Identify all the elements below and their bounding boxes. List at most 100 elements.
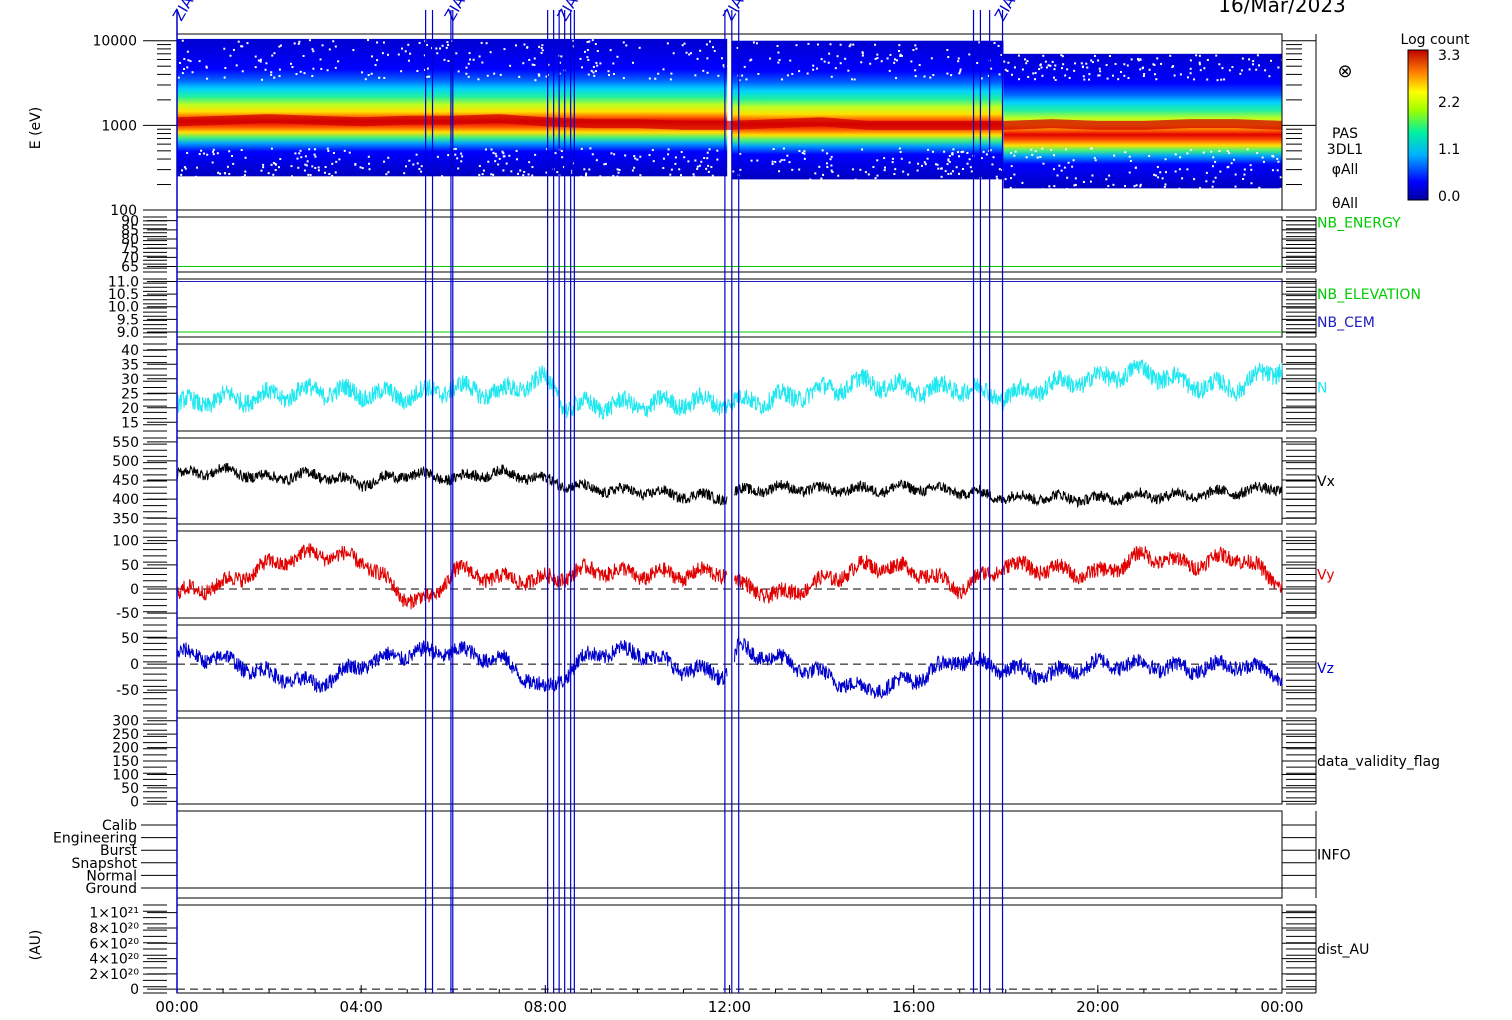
spectrogram-speckle <box>254 66 257 69</box>
vy-series <box>176 543 1283 610</box>
validity-frame <box>176 717 1283 805</box>
spectrogram-speckle <box>706 151 709 154</box>
spectrogram-speckle <box>426 75 429 78</box>
spectrogram-speckle <box>902 170 905 173</box>
vz-side-label: Vz <box>1317 661 1334 677</box>
spectrogram-speckle <box>1163 185 1166 188</box>
spectrogram-speckle <box>779 160 782 163</box>
spectrogram-speckle <box>332 40 335 43</box>
spectrogram-speckle <box>224 172 227 175</box>
spectrogram-speckle <box>1211 165 1214 168</box>
spectrogram-speckle <box>1013 173 1016 176</box>
spectrogram-speckle <box>962 150 965 153</box>
spectrogram-speckle <box>1139 58 1142 61</box>
spectrogram-speckle <box>271 54 274 57</box>
spectrogram-speckle <box>243 174 246 177</box>
spectrogram-speckle <box>710 166 713 169</box>
spectrogram-speckle <box>1083 78 1086 81</box>
spectrogram-speckle <box>907 173 910 176</box>
spectrogram-speckle <box>191 71 194 74</box>
spectrogram-speckle <box>1241 57 1244 60</box>
spectrogram-speckle <box>303 169 306 172</box>
spectrogram-speckle <box>947 173 950 176</box>
spectrogram-speckle <box>1227 165 1230 168</box>
spectrogram-speckle <box>982 150 985 153</box>
spectrogram-speckle <box>631 61 634 64</box>
spectrogram-speckle <box>791 72 794 75</box>
spectrogram-speckle <box>861 54 864 57</box>
spectrogram-speckle <box>1064 74 1067 77</box>
spectrogram-speckle <box>683 156 686 159</box>
spectrogram-speckle <box>1073 69 1076 72</box>
spectrogram-speckle <box>1139 185 1142 188</box>
spectrogram-speckle <box>279 44 282 47</box>
spectrogram-speckle <box>851 168 854 171</box>
spectrogram-side-label: PAS <box>1332 126 1358 142</box>
spectrogram-speckle <box>487 160 490 163</box>
spectrogram-speckle <box>998 168 1001 171</box>
spectrogram-speckle <box>538 73 541 76</box>
spectrogram-speckle <box>259 60 262 63</box>
spectrogram-speckle <box>786 154 789 157</box>
spectrogram-speckle <box>1049 64 1052 67</box>
spectrogram-speckle <box>830 155 833 158</box>
spectrogram-speckle <box>876 174 879 177</box>
spectrogram-speckle <box>533 64 536 67</box>
spectrogram-speckle <box>889 53 892 56</box>
spectrogram-speckle <box>920 164 923 167</box>
spectrogram-speckle <box>1010 177 1013 180</box>
spectrogram-speckle <box>960 151 963 154</box>
spectrogram-speckle <box>229 54 232 57</box>
spectrogram-speckle <box>900 54 903 57</box>
spectrogram-segment <box>731 40 1004 180</box>
spectrogram-speckle <box>294 152 297 155</box>
spectrogram-speckle <box>1021 68 1024 71</box>
spectrogram-speckle <box>1276 169 1279 172</box>
spectrogram-speckle <box>987 74 990 77</box>
spectrogram-speckle <box>777 51 780 54</box>
spectrogram-speckle <box>321 44 324 47</box>
spectrogram-speckle <box>624 154 627 157</box>
spectrogram-speckle <box>947 158 950 161</box>
spectrogram-speckle <box>745 78 748 81</box>
spectrogram-speckle <box>1091 61 1094 64</box>
x-tick-label: 12:00 <box>708 998 751 1016</box>
spectrogram-speckle <box>1011 73 1014 76</box>
spectrogram-speckle <box>694 159 697 162</box>
spectrogram-speckle <box>1169 54 1172 57</box>
spectrogram-speckle <box>1250 168 1253 171</box>
spectrogram-speckle <box>825 162 828 165</box>
vy-tick-label: 100 <box>112 534 139 550</box>
spectrogram-speckle <box>1179 73 1182 76</box>
spectrogram-speckle <box>599 62 602 65</box>
spectrogram-speckle <box>1234 185 1237 188</box>
spectrogram-speckle <box>397 53 400 56</box>
spectrogram-speckle <box>446 41 449 44</box>
validity-tick-label: 200 <box>112 741 139 757</box>
spectrogram-speckle <box>515 149 518 152</box>
spectrogram-speckle <box>1003 60 1006 63</box>
density-tick-label: 20 <box>121 401 139 417</box>
spectrogram-speckle <box>778 170 781 173</box>
dist-au-ylabel: (AU) <box>28 930 44 961</box>
spectrogram-speckle <box>1106 77 1109 80</box>
spectrogram-speckle <box>883 157 886 160</box>
spectrogram-speckle <box>183 166 186 169</box>
spectrogram-speckle <box>588 40 591 43</box>
spectrogram-speckle <box>489 51 492 54</box>
spectrogram-speckle <box>1160 62 1163 65</box>
spectrogram-speckle <box>603 163 606 166</box>
spectrogram-speckle <box>1044 60 1047 63</box>
spectrogram-speckle <box>319 58 322 61</box>
validity-tick-label: 250 <box>112 727 139 743</box>
event-label: ZIAS <box>991 0 1024 24</box>
spectrogram-speckle <box>1228 69 1231 72</box>
spectrogram-speckle <box>383 76 386 79</box>
spectrogram-speckle <box>1013 154 1016 157</box>
spectrogram-speckle <box>798 70 801 73</box>
vz-tick-label: -50 <box>116 683 139 699</box>
spectrogram-speckle <box>343 149 346 152</box>
spectrogram-speckle <box>899 151 902 154</box>
spectrogram-speckle <box>454 153 457 156</box>
spectrogram-speckle <box>1042 54 1045 57</box>
